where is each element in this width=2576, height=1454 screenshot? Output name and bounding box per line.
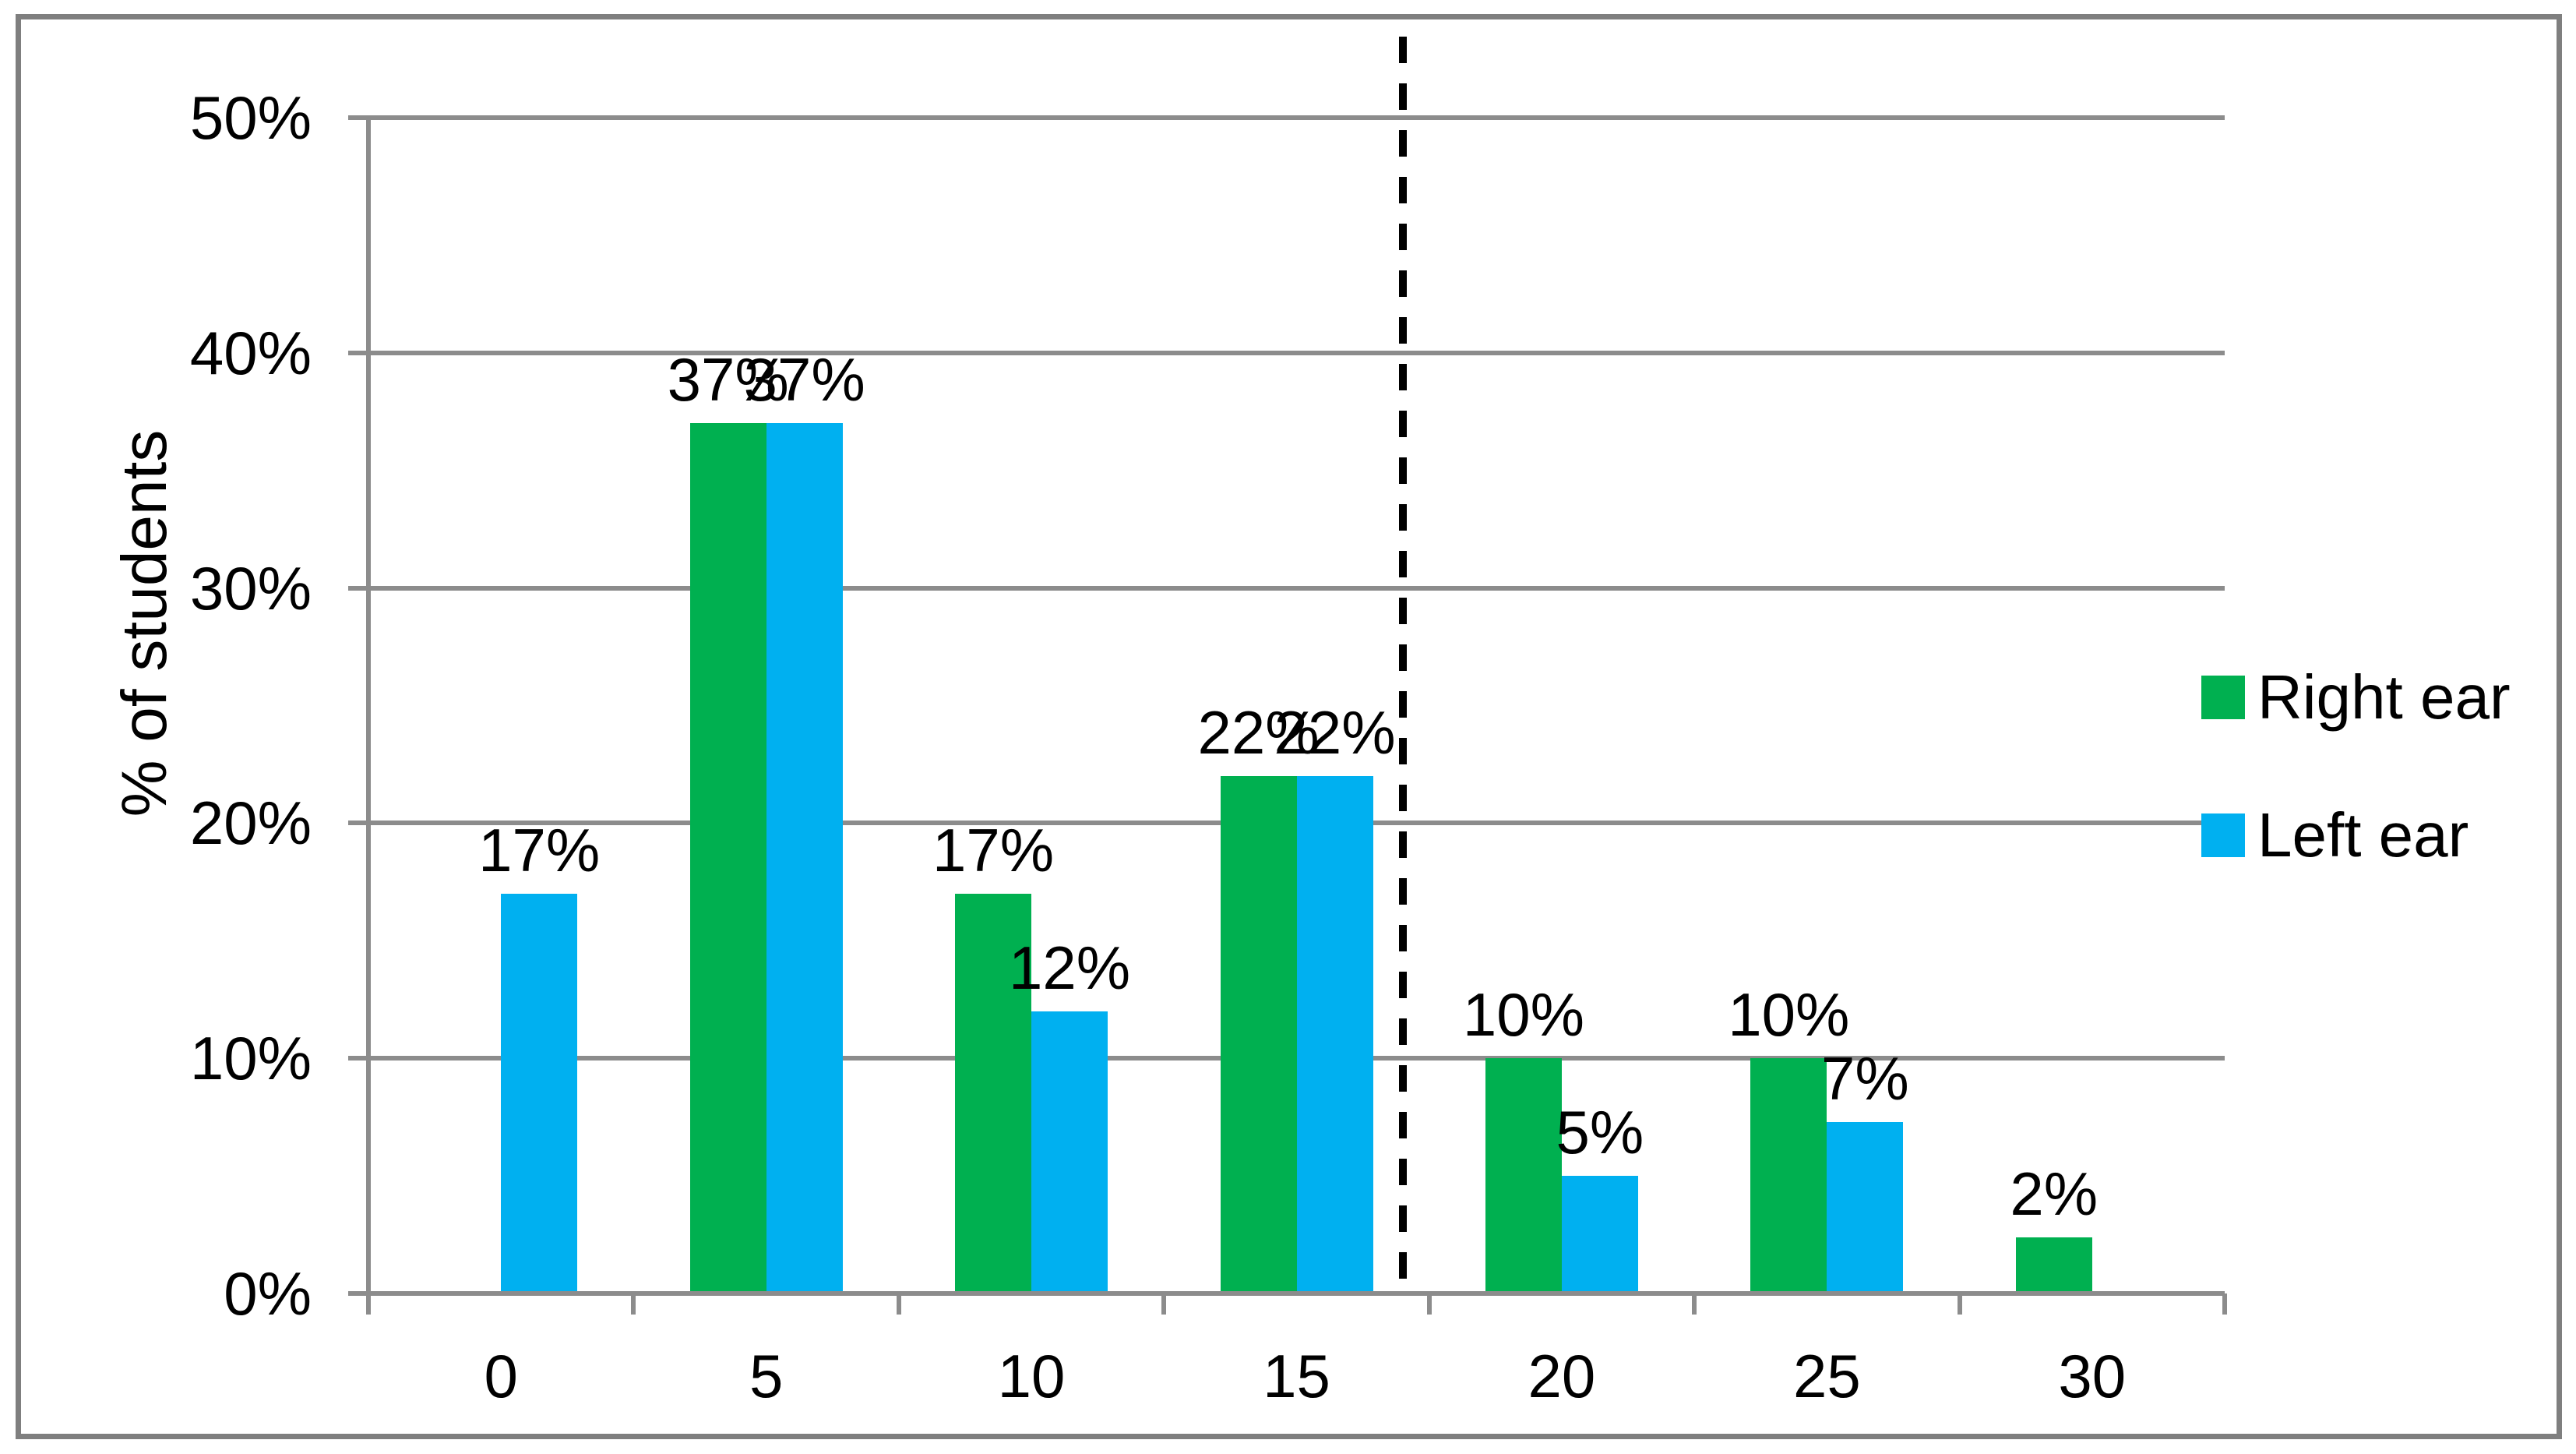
y-axis-title: % of students (109, 429, 180, 817)
bar-right-ear-5 (689, 423, 766, 1293)
bar-right-ear-10 (955, 893, 1032, 1293)
data-label-left-ear-0: 17% (478, 815, 601, 884)
bar-right-ear-30 (2015, 1237, 2092, 1293)
data-label-right-ear-30: 2% (2010, 1159, 2099, 1228)
legend-label-right-ear: Right ear (2257, 662, 2511, 732)
bar-right-ear-15 (1220, 776, 1297, 1293)
data-label-left-ear-15: 22% (1274, 698, 1396, 768)
x-axis-tick (1426, 1293, 1432, 1315)
data-label-right-ear-25: 10% (1728, 980, 1850, 1050)
x-tick-label-0: 0 (484, 1342, 518, 1410)
data-label-right-ear-15: 22% (1197, 698, 1320, 768)
x-axis-tick (1957, 1293, 1962, 1315)
data-label-left-ear-10: 12% (1009, 933, 1131, 1002)
x-axis-tick (896, 1293, 901, 1315)
bar-right-ear-20 (1485, 1058, 1562, 1293)
bar-right-ear-25 (1750, 1058, 1827, 1293)
data-label-left-ear-5: 37% (743, 345, 865, 415)
data-label-left-ear-20: 5% (1556, 1098, 1644, 1167)
x-axis-tick (1692, 1293, 1697, 1315)
gridline-50% (348, 115, 2225, 120)
x-axis-tick (1161, 1293, 1167, 1315)
left-ear-swatch-icon (2201, 813, 2245, 857)
data-label-right-ear-20: 10% (1462, 980, 1584, 1050)
bar-left-ear-20 (1561, 1176, 1638, 1293)
x-tick-label-30: 30 (2058, 1342, 2127, 1410)
bar-left-ear-5 (766, 423, 843, 1293)
bar-left-ear-0 (501, 893, 578, 1293)
bar-left-ear-15 (1296, 776, 1373, 1293)
legend-label-left-ear: Left ear (2257, 800, 2469, 870)
y-tick-label-10%: 10% (189, 1024, 312, 1093)
x-axis-line (348, 1291, 2225, 1296)
y-tick-label-40%: 40% (189, 318, 312, 387)
gridline-40% (348, 350, 2225, 355)
y-tick-label-50%: 50% (189, 83, 312, 152)
x-tick-label-15: 15 (1263, 1342, 1330, 1410)
right-ear-swatch-icon (2201, 676, 2245, 719)
reference-line-dashed (1398, 37, 1407, 1293)
legend-entry-right-ear: Right ear (2201, 666, 2511, 729)
data-label-right-ear-10: 17% (932, 815, 1055, 884)
y-tick-label-0%: 0% (224, 1259, 312, 1328)
gridline-30% (348, 585, 2225, 591)
x-tick-label-5: 5 (749, 1342, 784, 1410)
x-axis-tick (2222, 1293, 2227, 1315)
x-axis-tick (631, 1293, 636, 1315)
x-tick-label-20: 20 (1528, 1342, 1596, 1410)
data-label-right-ear-5: 37% (667, 345, 789, 415)
legend-entry-left-ear: Left ear (2201, 804, 2469, 866)
data-label-left-ear-25: 7% (1820, 1043, 1909, 1113)
y-axis-line (366, 118, 371, 1315)
bar-left-ear-10 (1031, 1011, 1108, 1293)
x-tick-label-25: 25 (1792, 1342, 1861, 1410)
y-tick-label-30%: 30% (189, 553, 312, 623)
bar-left-ear-25 (1827, 1121, 1904, 1293)
x-tick-label-10: 10 (997, 1342, 1066, 1410)
y-tick-label-20%: 20% (189, 789, 312, 858)
